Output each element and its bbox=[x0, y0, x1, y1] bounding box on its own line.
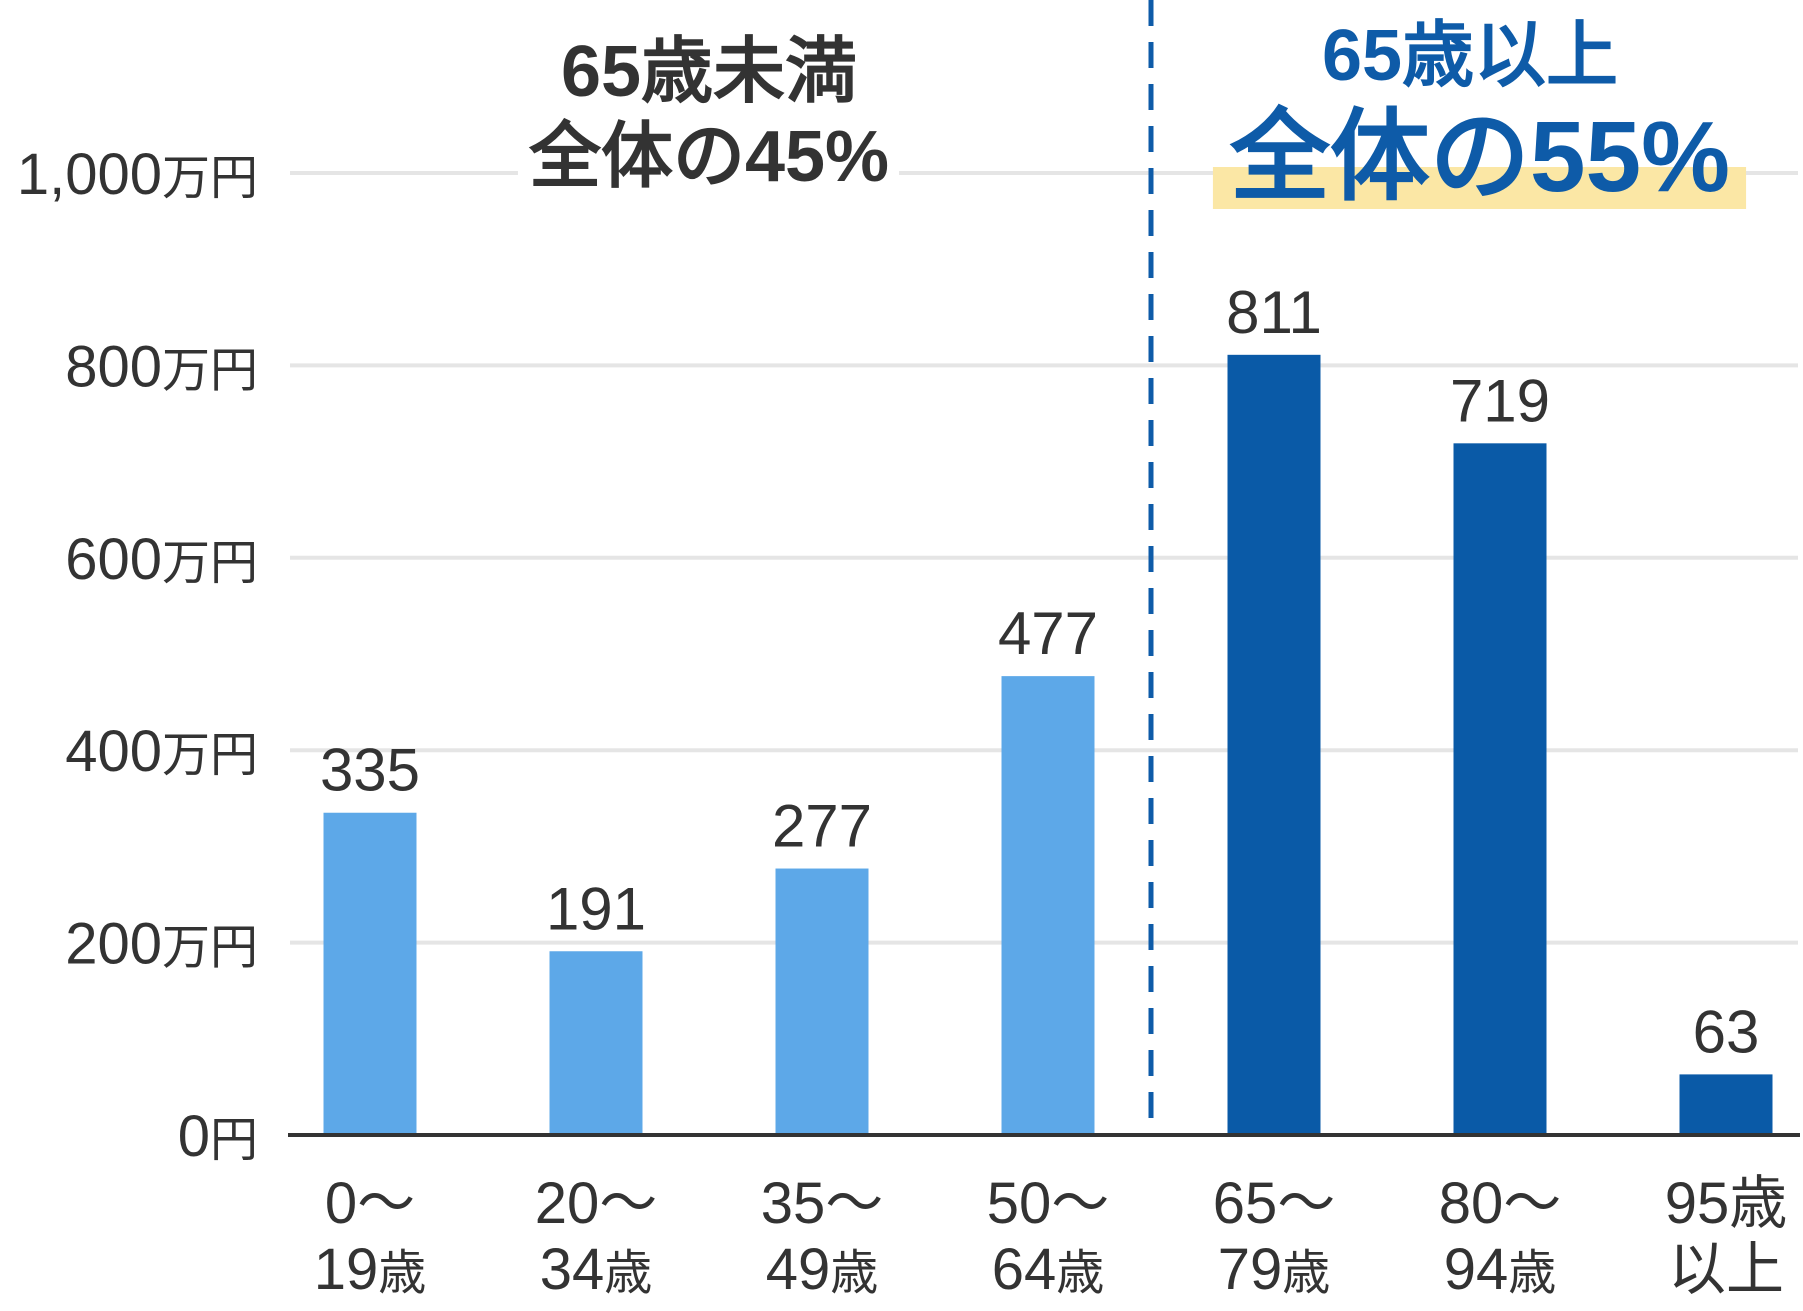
x-tick-label-4-line-1: 65〜 bbox=[1213, 1171, 1336, 1236]
y-tick-label-800: 800万円 bbox=[65, 334, 258, 399]
over-65-share: 全体の55% bbox=[1229, 101, 1730, 213]
tick-unit: 歳 bbox=[604, 1247, 652, 1300]
tick-number: 1,000 bbox=[17, 142, 162, 207]
tick-number: 200 bbox=[65, 912, 162, 977]
bar-6 bbox=[1679, 1074, 1773, 1135]
x-tick-label-0-line-1: 0〜 bbox=[325, 1171, 415, 1236]
x-tick-label-1-line-1: 20〜 bbox=[535, 1171, 658, 1236]
bar-2 bbox=[775, 868, 869, 1135]
x-tick-label-5-line-1: 80〜 bbox=[1439, 1171, 1562, 1236]
x-tick-label-3-line-1: 50〜 bbox=[987, 1171, 1110, 1236]
tick-unit: 歳 bbox=[830, 1247, 878, 1300]
bars bbox=[323, 354, 1773, 1135]
tick-unit: 万円 bbox=[162, 729, 258, 782]
x-tick-label-6-line-2: 以上 bbox=[1668, 1237, 1784, 1302]
tick-number: 800 bbox=[65, 334, 162, 399]
y-tick-label-0: 0円 bbox=[178, 1104, 258, 1169]
x-tick-label-4-line-2: 79歳 bbox=[1218, 1237, 1331, 1302]
x-tick-label-1-line-2: 34歳 bbox=[540, 1237, 653, 1302]
y-tick-label-200: 200万円 bbox=[65, 912, 258, 977]
tick-unit: 万円 bbox=[162, 344, 258, 397]
bar-3 bbox=[1001, 676, 1095, 1135]
x-tick-label-2-line-1: 35〜 bbox=[761, 1171, 884, 1236]
value-label-1: 191 bbox=[546, 875, 646, 942]
tick-number: 600 bbox=[65, 527, 162, 592]
value-label-5: 719 bbox=[1450, 367, 1550, 434]
value-label-0: 335 bbox=[320, 737, 420, 804]
tick-unit: 万円 bbox=[162, 922, 258, 975]
tick-unit: 円 bbox=[210, 1114, 258, 1167]
value-label-6: 63 bbox=[1693, 998, 1760, 1065]
x-tick-label-0-line-2: 19歳 bbox=[314, 1237, 427, 1302]
under-65-heading: 65歳未満 bbox=[561, 32, 857, 112]
bar-4 bbox=[1227, 354, 1321, 1135]
value-label-4: 811 bbox=[1226, 279, 1322, 346]
value-labels: 335 191 277 477 811 719 63 bbox=[320, 279, 1759, 1066]
bar-5 bbox=[1453, 443, 1547, 1135]
under-65-share: 全体の45% bbox=[528, 117, 889, 197]
tick-number: 34 bbox=[540, 1237, 605, 1302]
tick-number: 19 bbox=[314, 1237, 379, 1302]
tick-number: 94 bbox=[1444, 1237, 1509, 1302]
under-65-share-background bbox=[517, 117, 900, 197]
tick-unit: 歳 bbox=[1508, 1247, 1556, 1300]
tick-unit: 歳 bbox=[1056, 1247, 1104, 1300]
x-tick-label-2-line-2: 49歳 bbox=[766, 1237, 879, 1302]
tick-number: 79 bbox=[1218, 1237, 1283, 1302]
x-tick-label-3-line-2: 64歳 bbox=[992, 1237, 1105, 1302]
value-label-2: 277 bbox=[772, 793, 872, 860]
value-label-3: 477 bbox=[998, 600, 1098, 667]
x-tick-label-5-line-2: 94歳 bbox=[1444, 1237, 1557, 1302]
y-tick-label-400: 400万円 bbox=[65, 719, 258, 784]
bar-1 bbox=[549, 951, 643, 1135]
tick-unit: 歳 bbox=[378, 1247, 426, 1300]
y-tick-label-1000: 1,000万円 bbox=[17, 142, 258, 207]
x-tick-label-6-line-1: 95歳 bbox=[1665, 1171, 1788, 1236]
bar-0 bbox=[323, 812, 417, 1135]
tick-unit: 万円 bbox=[162, 537, 258, 590]
group-annotations: 65歳未満 全体の45% 65歳以上 全体の55% bbox=[517, 16, 1747, 213]
tick-unit: 万円 bbox=[162, 152, 258, 205]
tick-number: 0 bbox=[178, 1104, 210, 1169]
tick-unit: 歳 bbox=[1282, 1247, 1330, 1300]
tick-number: 64 bbox=[992, 1237, 1057, 1302]
tick-number: 400 bbox=[65, 719, 162, 784]
y-tick-label-600: 600万円 bbox=[65, 527, 258, 592]
tick-number: 49 bbox=[766, 1237, 831, 1302]
over-65-heading: 65歳以上 bbox=[1322, 16, 1618, 96]
over-65-share-highlight bbox=[1212, 167, 1747, 209]
